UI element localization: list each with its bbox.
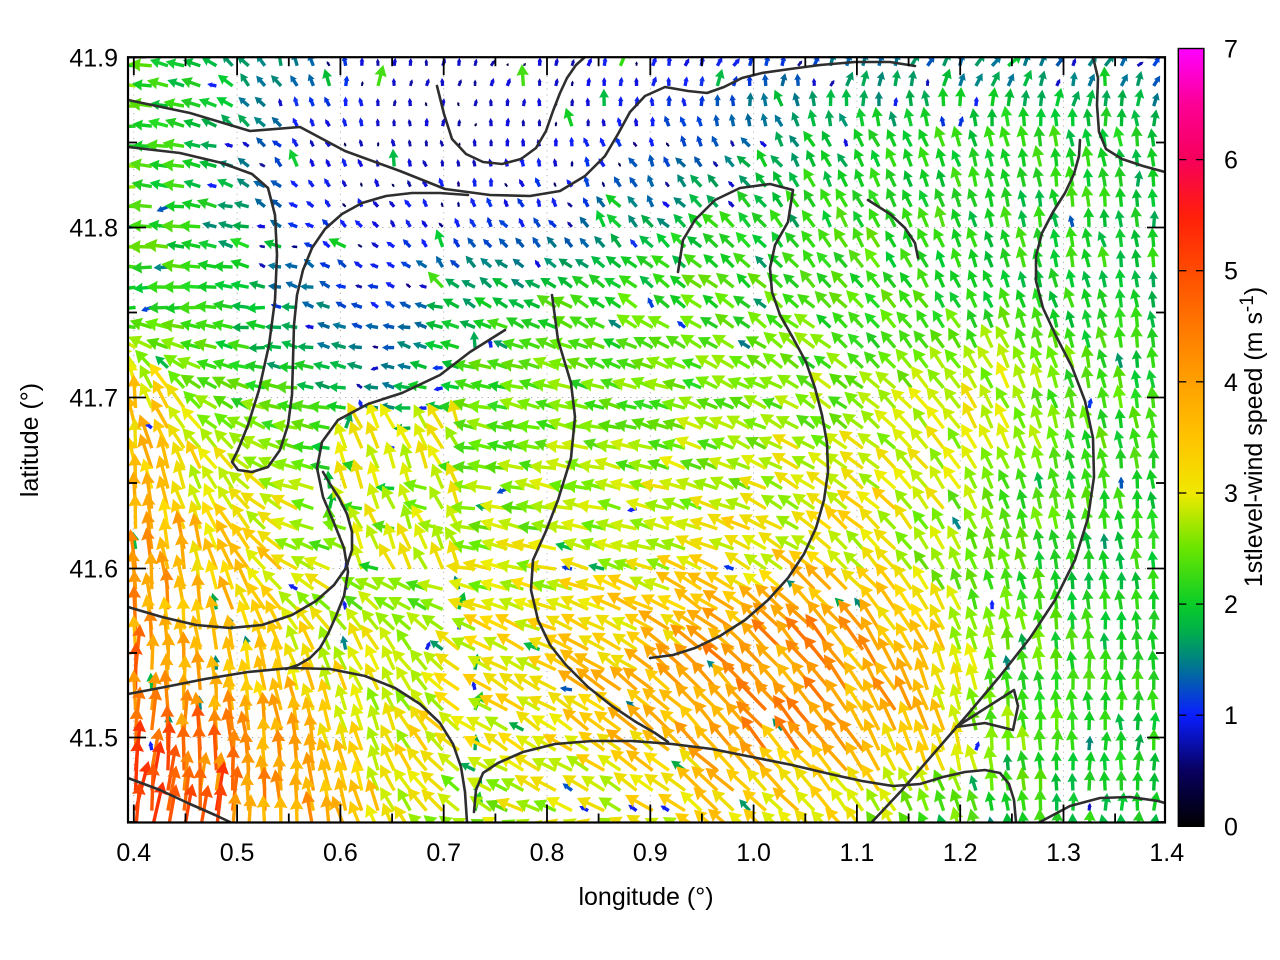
svg-text:0.5: 0.5 [220,839,255,867]
svg-text:1.2: 1.2 [943,839,978,867]
svg-text:0.8: 0.8 [530,839,565,867]
svg-text:5: 5 [1224,258,1238,286]
svg-text:0.7: 0.7 [426,839,461,867]
svg-text:latitude (°): latitude (°) [16,383,44,497]
svg-text:0.9: 0.9 [633,839,668,867]
svg-text:1.3: 1.3 [1046,839,1081,867]
svg-text:41.6: 41.6 [69,556,118,584]
svg-text:0: 0 [1224,813,1238,841]
svg-text:41.5: 41.5 [69,725,118,753]
svg-text:41.8: 41.8 [69,215,118,243]
svg-text:0.6: 0.6 [323,839,358,867]
svg-text:6: 6 [1224,147,1238,175]
svg-text:3: 3 [1224,480,1238,508]
svg-text:1stlevel-wind speed (m s-1): 1stlevel-wind speed (m s-1) [1237,287,1268,587]
svg-text:longitude (°): longitude (°) [578,883,713,911]
svg-text:2: 2 [1224,591,1238,619]
svg-text:1.1: 1.1 [840,839,875,867]
svg-text:1.0: 1.0 [736,839,771,867]
svg-text:1: 1 [1224,702,1238,730]
svg-text:7: 7 [1224,36,1238,64]
svg-text:41.7: 41.7 [69,385,118,413]
svg-text:0.4: 0.4 [116,839,151,867]
svg-text:4: 4 [1224,369,1238,397]
svg-text:41.9: 41.9 [69,45,118,73]
svg-text:1.4: 1.4 [1149,839,1184,867]
